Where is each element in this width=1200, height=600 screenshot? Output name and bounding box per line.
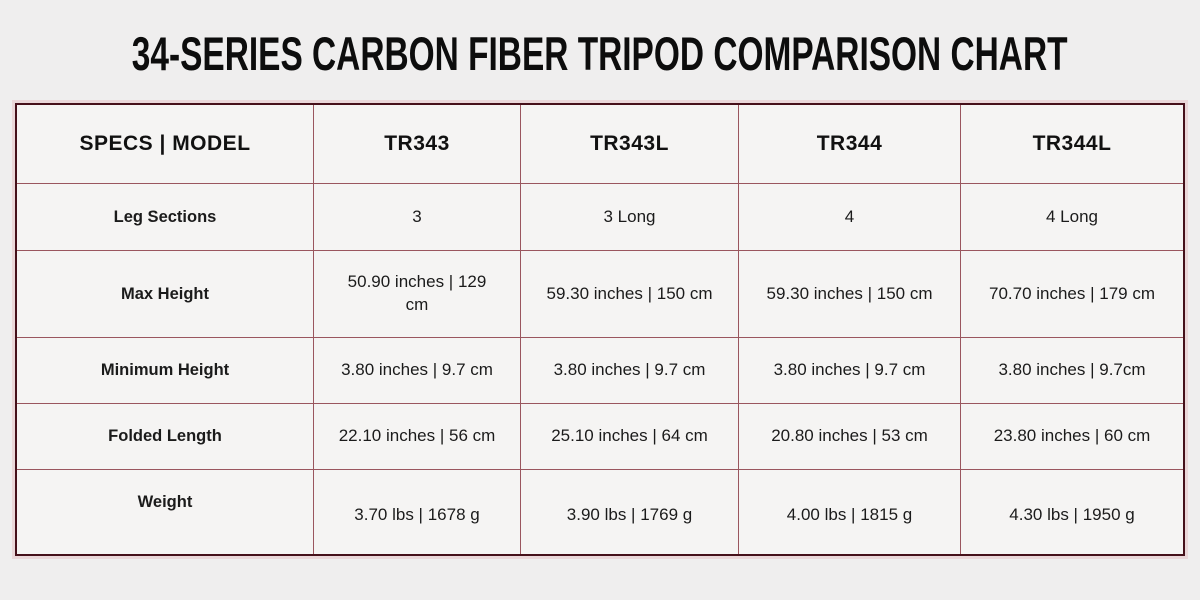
row-label-folded-length: Folded Length [17, 404, 313, 469]
table-cell: 22.10 inches | 56 cm [314, 404, 520, 469]
table-cell: 4 [739, 184, 960, 250]
table-cell: 3 [314, 184, 520, 250]
title-container: 34-SERIES CARBON FIBER TRIPOD COMPARISON… [0, 27, 1200, 81]
column-header-tr344l: TR344L [961, 105, 1183, 183]
table-cell: 25.10 inches | 64 cm [521, 404, 738, 469]
page-title: 34-SERIES CARBON FIBER TRIPOD COMPARISON… [132, 27, 1068, 81]
row-label-minimum-height: Minimum Height [17, 338, 313, 403]
table-cell: 4.00 lbs | 1815 g [739, 470, 960, 554]
table-cell: 59.30 inches | 150 cm [739, 251, 960, 337]
column-header-tr344: TR344 [739, 105, 960, 183]
table-cell: 59.30 inches | 150 cm [521, 251, 738, 337]
table-cell: 3.80 inches | 9.7 cm [521, 338, 738, 403]
table-cell: 3.80 inches | 9.7cm [961, 338, 1183, 403]
column-header-tr343l: TR343L [521, 105, 738, 183]
table-cell-text: 50.90 inches | 129 cm [347, 272, 487, 314]
row-label-max-height: Max Height [17, 251, 313, 337]
column-header-tr343: TR343 [314, 105, 520, 183]
table-cell: 3 Long [521, 184, 738, 250]
table-cell: 3.80 inches | 9.7 cm [739, 338, 960, 403]
table-cell: 4 Long [961, 184, 1183, 250]
table-cell: 4.30 lbs | 1950 g [961, 470, 1183, 554]
table-cell: 20.80 inches | 53 cm [739, 404, 960, 469]
table-cell: 23.80 inches | 60 cm [961, 404, 1183, 469]
table-cell: 3.70 lbs | 1678 g [314, 470, 520, 554]
table-cell: 70.70 inches | 179 cm [961, 251, 1183, 337]
column-header-specs-model: SPECS | MODEL [17, 105, 313, 183]
table-cell: 50.90 inches | 129 cm [314, 251, 520, 337]
tripod-comparison-table: SPECS | MODEL TR343 TR343L TR344 TR344L … [15, 103, 1185, 556]
row-label-leg-sections: Leg Sections [17, 184, 313, 250]
row-label-weight: Weight [17, 470, 313, 554]
table-cell: 3.90 lbs | 1769 g [521, 470, 738, 554]
table-cell: 3.80 inches | 9.7 cm [314, 338, 520, 403]
